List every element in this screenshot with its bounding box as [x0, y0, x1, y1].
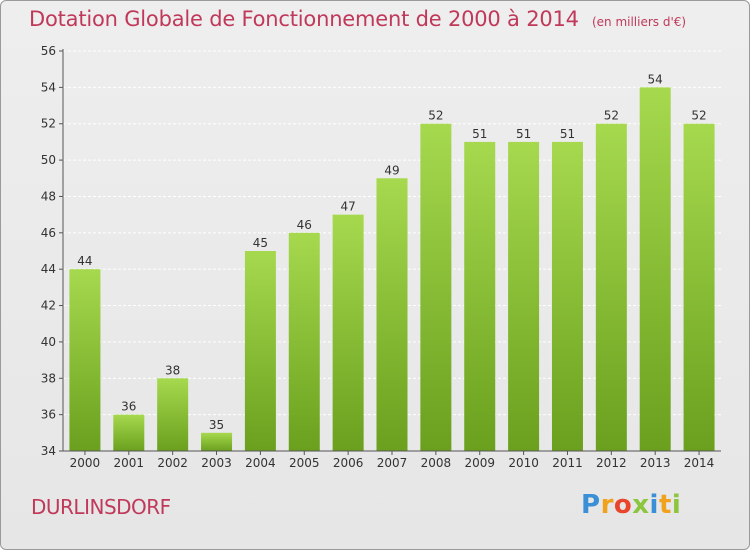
y-tick-label-42: 42: [41, 299, 56, 313]
y-tick-label-54: 54: [41, 80, 56, 94]
proxiti-logo[interactable]: Proxiti: [581, 490, 681, 520]
x-tick-label-2001: 2001: [114, 456, 145, 470]
bar-layer: 44 36 38 35 45 46 47 49 52 51 51 51 52 54 52: [69, 72, 715, 452]
data-label-2004: 45: [253, 236, 268, 250]
bar-2001: [113, 414, 145, 451]
x-tick-label-2007: 2007: [377, 456, 408, 470]
bar-2012: [595, 123, 627, 452]
bar-2011: [551, 141, 583, 451]
x-tick-label-2006: 2006: [333, 456, 364, 470]
bar-2009: [464, 141, 496, 451]
data-label-2003: 35: [209, 418, 224, 432]
data-label-2013: 54: [648, 72, 663, 86]
data-label-2005: 46: [297, 218, 312, 232]
bar-2010: [508, 141, 540, 451]
title-row: Dotation Globale de Fonctionnement de 20…: [29, 7, 686, 31]
town-name: DURLINSDORF: [31, 495, 171, 519]
y-tick-label-46: 46: [41, 226, 56, 240]
chart-title: Dotation Globale de Fonctionnement de 20…: [29, 7, 579, 31]
x-tick-label-2012: 2012: [596, 456, 627, 470]
x-tick-label-2010: 2010: [508, 456, 539, 470]
x-tick-label-2013: 2013: [640, 456, 671, 470]
data-label-2007: 49: [384, 163, 399, 177]
bar-2013: [639, 87, 671, 451]
x-tick-label-2008: 2008: [421, 456, 452, 470]
x-tick-label-2003: 2003: [201, 456, 232, 470]
axis-layer: 34 36 38 40 42 44 46 48 50 52 54 56 2000 2001 2002 2003…: [41, 44, 721, 470]
x-tick-label-2002: 2002: [157, 456, 188, 470]
data-label-2011: 51: [560, 127, 575, 141]
y-tick-label-34: 34: [41, 444, 56, 458]
y-tick-label-52: 52: [41, 117, 56, 131]
x-tick-label-2014: 2014: [684, 456, 715, 470]
data-label-2002: 38: [165, 363, 180, 377]
x-tick-label-2000: 2000: [70, 456, 101, 470]
data-label-2012: 52: [604, 109, 619, 123]
logo-letter: o: [613, 490, 633, 520]
logo-letter: x: [632, 490, 650, 520]
data-label-2008: 52: [428, 109, 443, 123]
logo-letter: t: [658, 490, 672, 520]
bar-2008: [420, 123, 452, 452]
logo-letter: P: [581, 490, 601, 520]
y-tick-label-38: 38: [41, 371, 56, 385]
data-label-2014: 52: [691, 109, 706, 123]
y-tick-label-44: 44: [41, 262, 56, 276]
y-tick-label-48: 48: [41, 189, 56, 203]
data-label-2006: 47: [340, 200, 355, 214]
x-tick-label-2011: 2011: [552, 456, 583, 470]
x-tick-label-2009: 2009: [464, 456, 495, 470]
bar-2000: [69, 269, 101, 451]
bar-2006: [332, 214, 364, 451]
bar-2014: [683, 123, 715, 452]
y-tick-label-50: 50: [41, 153, 56, 167]
logo-letter: r: [600, 490, 614, 520]
data-label-2010: 51: [516, 127, 531, 141]
logo-letter: i: [649, 490, 659, 520]
y-tick-label-56: 56: [41, 44, 56, 58]
y-tick-label-36: 36: [41, 408, 56, 422]
bar-2004: [244, 251, 276, 451]
logo-letter: i: [671, 490, 682, 520]
bar-2003: [201, 432, 233, 451]
data-label-2001: 36: [121, 400, 136, 414]
y-tick-label-40: 40: [41, 335, 56, 349]
data-label-2000: 44: [77, 254, 92, 268]
bar-2005: [288, 232, 320, 451]
data-label-2009: 51: [472, 127, 487, 141]
bar-2002: [157, 378, 189, 451]
chart-unit: (en milliers d'€): [591, 15, 687, 29]
x-tick-label-2005: 2005: [289, 456, 320, 470]
x-tick-label-2004: 2004: [245, 456, 276, 470]
bar-2007: [376, 178, 408, 452]
